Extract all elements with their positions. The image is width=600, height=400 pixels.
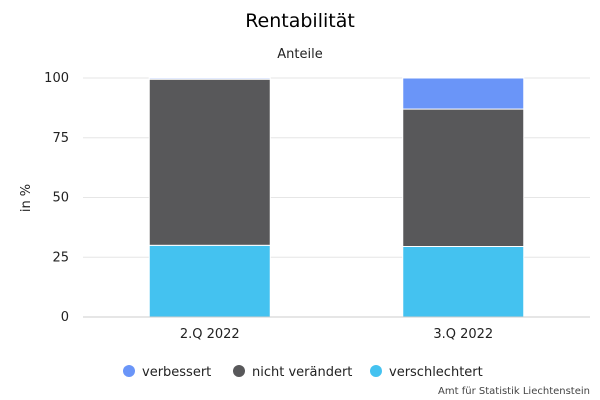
chart-subtitle: Anteile (277, 47, 322, 62)
bar-segment[interactable] (402, 245, 525, 318)
legend: verbessert nicht verändert verschlechtert (123, 365, 483, 380)
y-tick-label: 50 (52, 191, 69, 206)
bar-segment[interactable] (402, 108, 525, 247)
legend-item-label[interactable]: verbessert (142, 365, 211, 380)
bar-segment[interactable] (402, 77, 525, 110)
legend-marker[interactable] (370, 365, 382, 377)
x-tick-label: 3.Q 2022 (433, 327, 493, 342)
chart-credits: Amt für Statistik Liechtenstein (438, 386, 590, 397)
y-axis-label: in % (19, 184, 34, 212)
axis-layer: 0 25 50 75 100 2.Q 2022 3.Q 2022 (44, 71, 590, 342)
x-tick-label: 2.Q 2022 (180, 327, 240, 342)
legend-marker[interactable] (123, 365, 135, 377)
bar-segment[interactable] (148, 244, 271, 318)
legend-marker[interactable] (233, 365, 245, 377)
bar-segment[interactable] (148, 77, 271, 80)
y-tick-label: 0 (61, 310, 69, 325)
legend-item-label[interactable]: nicht verändert (252, 365, 352, 380)
bar-segment[interactable] (148, 78, 271, 246)
y-tick-label: 100 (44, 71, 69, 86)
bars-layer (148, 77, 525, 318)
legend-item-label[interactable]: verschlechtert (389, 365, 483, 380)
y-tick-label: 25 (52, 250, 69, 265)
y-tick-label: 75 (52, 131, 69, 146)
chart-title: Rentabilität (245, 10, 355, 32)
